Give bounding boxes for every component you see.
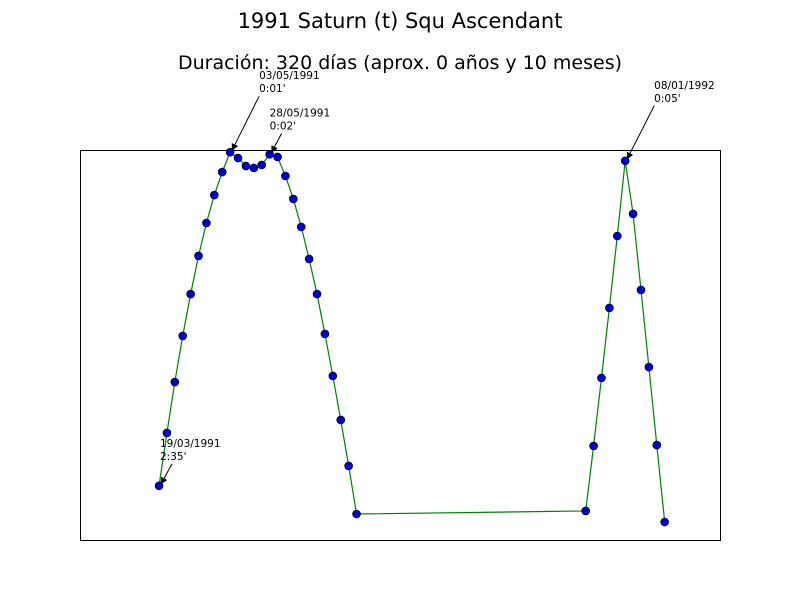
annotation-date: 03/05/1991	[259, 70, 320, 82]
data-point	[628, 209, 638, 219]
data-point	[589, 441, 598, 451]
annotation-label: 0:02'	[270, 120, 296, 132]
data-point	[202, 218, 211, 228]
data-point	[328, 371, 338, 381]
annotation-arrow	[231, 95, 260, 151]
data-point	[652, 440, 662, 450]
annotation-label: 2:35'	[160, 451, 186, 463]
data-point	[289, 194, 298, 204]
data-point	[581, 506, 590, 516]
data-point	[273, 152, 282, 162]
annotation-label: 0:05'	[654, 93, 680, 105]
data-point	[296, 222, 306, 232]
data-point	[312, 289, 322, 299]
chart-subtitle: Duración: 320 días (aprox. 0 años y 10 m…	[178, 52, 622, 74]
chart-title: 1991 Saturn (t) Squ Ascendant	[238, 9, 563, 33]
data-point	[660, 517, 669, 527]
annotation-date: 08/01/1992	[654, 80, 715, 92]
annotation-arrow	[160, 463, 173, 485]
data-point	[281, 171, 290, 181]
annotation-label: 0:01'	[259, 83, 285, 95]
annotation-date: 28/05/1991	[270, 107, 331, 119]
data-point	[249, 163, 259, 173]
data-point	[194, 251, 203, 261]
annotation-date: 19/03/1991	[160, 438, 221, 450]
data-point	[336, 415, 346, 425]
data-point	[217, 167, 227, 177]
data-point	[612, 231, 622, 241]
data-point	[644, 362, 654, 372]
data-point	[178, 331, 188, 341]
data-point	[170, 377, 180, 387]
data-point	[257, 160, 267, 170]
data-point	[186, 289, 195, 299]
data-point	[320, 329, 330, 339]
annotation-arrow	[271, 133, 283, 153]
data-point	[233, 153, 243, 163]
data-point	[352, 509, 361, 519]
data-point	[597, 373, 606, 383]
annotation-arrow	[626, 105, 655, 160]
data-point	[210, 190, 219, 200]
data-point	[636, 285, 646, 295]
data-point	[304, 254, 314, 264]
plot-frame	[80, 150, 721, 541]
data-point	[162, 428, 172, 438]
data-point	[605, 303, 614, 313]
data-point	[344, 461, 353, 471]
data-point	[241, 161, 251, 171]
